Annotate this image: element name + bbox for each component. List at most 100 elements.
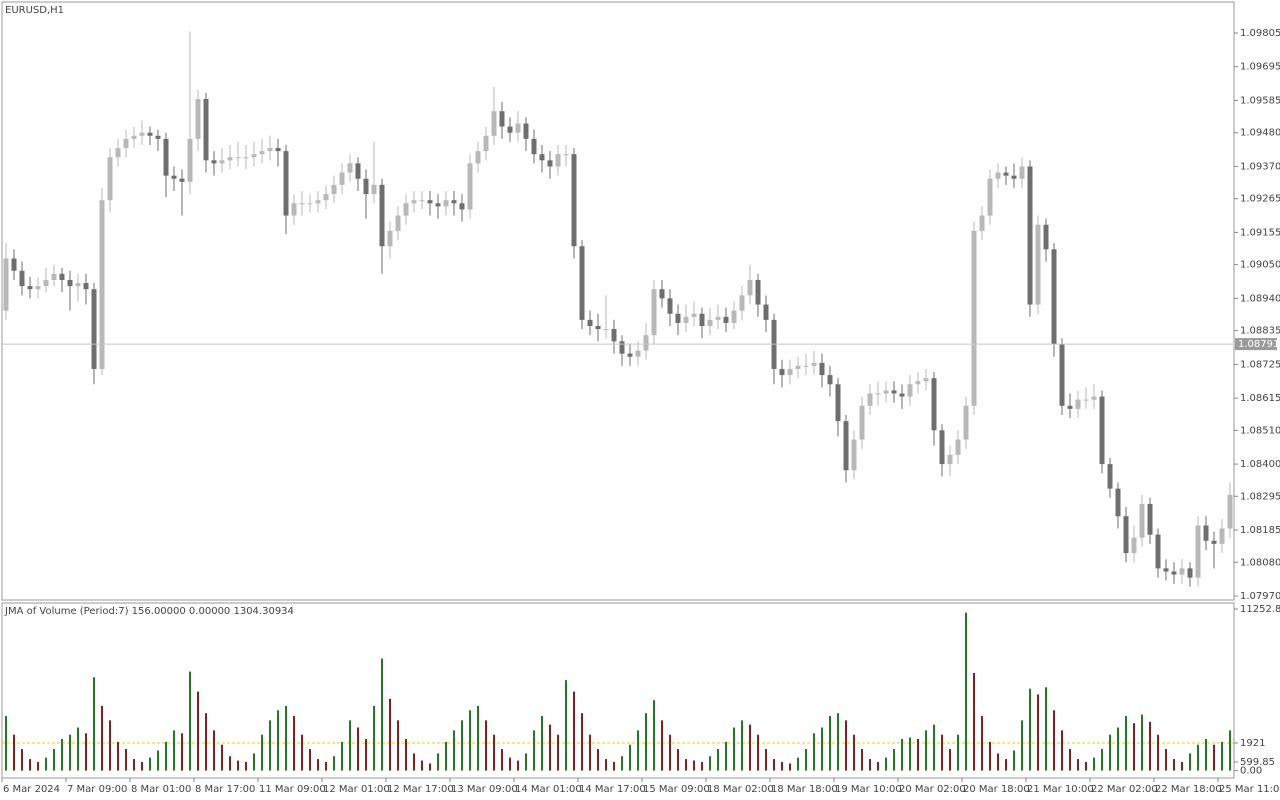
volume-bar [405, 739, 407, 771]
volume-bar [1189, 753, 1191, 771]
x-tick-label: 22 Mar 02:00 [1091, 784, 1158, 795]
volume-bar [589, 734, 591, 771]
volume-bar [701, 761, 703, 771]
candle-body [347, 163, 353, 173]
candle-body [1187, 568, 1193, 578]
candle-body [883, 390, 889, 394]
volume-bar [733, 727, 735, 771]
candle-body [539, 154, 545, 161]
candle-body [491, 111, 497, 136]
volume-bar [813, 733, 815, 771]
x-tick-label: 22 Mar 18:00 [1155, 784, 1222, 795]
volume-bar [837, 713, 839, 771]
volume-bar [949, 749, 951, 771]
candle-body [1051, 249, 1057, 345]
volume-bar [181, 733, 183, 771]
volume-bar [213, 730, 215, 771]
volume-bar [149, 757, 151, 771]
volume-bar [1013, 750, 1015, 771]
volume-bar [429, 763, 431, 771]
candle-body [395, 215, 401, 231]
volume-bar [645, 713, 647, 771]
y-tick-label: 1.09265 [1240, 194, 1280, 205]
volume-bar [205, 713, 207, 771]
volume-bar [85, 733, 87, 771]
volume-bar [677, 749, 679, 771]
x-tick-label: 15 Mar 09:00 [643, 784, 710, 795]
candle-body [251, 154, 257, 158]
volume-bar [237, 760, 239, 771]
candle-body [1147, 503, 1153, 535]
volume-bar [829, 716, 831, 771]
y-tick-label: 1.09370 [1240, 161, 1280, 172]
candle-body [219, 160, 225, 164]
candle-body [259, 151, 265, 155]
candle-body [555, 154, 561, 167]
x-tick-label: 14 Mar 17:00 [579, 784, 646, 795]
candle-body [939, 430, 945, 465]
current-price-box [1235, 338, 1277, 351]
volume-bar [1093, 757, 1095, 771]
volume-bar [981, 716, 983, 771]
volume-bar [533, 730, 535, 771]
candle-body [547, 160, 553, 167]
candle-body [155, 135, 161, 139]
candle-body [1003, 172, 1009, 176]
volume-bar [877, 761, 879, 771]
x-tick-label: 14 Mar 01:00 [515, 784, 582, 795]
volume-bar [637, 730, 639, 771]
volume-bar [1221, 741, 1223, 771]
candle-body [987, 178, 993, 216]
volume-bar [365, 739, 367, 771]
candle-body [1139, 503, 1145, 538]
volume-bar [1053, 710, 1055, 771]
x-tick-label: 20 Mar 18:00 [963, 784, 1030, 795]
volume-bar [1117, 727, 1119, 771]
x-tick-label: 8 Mar 17:00 [195, 784, 255, 795]
y-tick-label: 1.08615 [1240, 393, 1280, 404]
volume-bar [317, 759, 319, 771]
candle-body [595, 326, 601, 330]
volume-bar [29, 759, 31, 771]
candle-body [275, 148, 281, 152]
candle-body [1227, 494, 1233, 529]
volume-bar [37, 761, 39, 771]
volume-bar [845, 720, 847, 771]
volume-bar [549, 724, 551, 771]
volume-bar [789, 763, 791, 771]
y-tick-label: 1.09480 [1240, 128, 1280, 139]
candle-body [283, 151, 289, 216]
candle-body [179, 178, 185, 182]
volume-bar [757, 734, 759, 771]
candle-body [603, 329, 609, 331]
volume-bar [397, 720, 399, 771]
candle-body [11, 258, 17, 271]
y-tick-label: 599.85 [1240, 757, 1275, 768]
candle-body [355, 163, 361, 179]
candle-body [67, 279, 73, 287]
volume-bar [301, 734, 303, 771]
volume-bar [597, 749, 599, 771]
candle-body [819, 362, 825, 376]
candle-body [315, 200, 321, 204]
volume-bar [125, 749, 127, 771]
volume-bar [245, 761, 247, 771]
y-tick-label: 1.09155 [1240, 227, 1280, 238]
candle-body [1219, 528, 1225, 544]
volume-bar [13, 734, 15, 771]
candle-body [299, 203, 305, 205]
candle-body [515, 123, 521, 133]
x-tick-label: 12 Mar 17:00 [387, 784, 454, 795]
volume-bar [381, 658, 383, 771]
candle-body [267, 148, 273, 152]
volume-bar [933, 724, 935, 771]
candle-body [371, 184, 377, 195]
candle-body [835, 384, 841, 422]
candle-body [699, 313, 705, 327]
volume-bar [749, 724, 751, 771]
volume-bar [1213, 744, 1215, 771]
candle-body [1171, 571, 1177, 575]
candle-body [435, 203, 441, 207]
candle-body [379, 184, 385, 247]
candle-body [915, 381, 921, 385]
